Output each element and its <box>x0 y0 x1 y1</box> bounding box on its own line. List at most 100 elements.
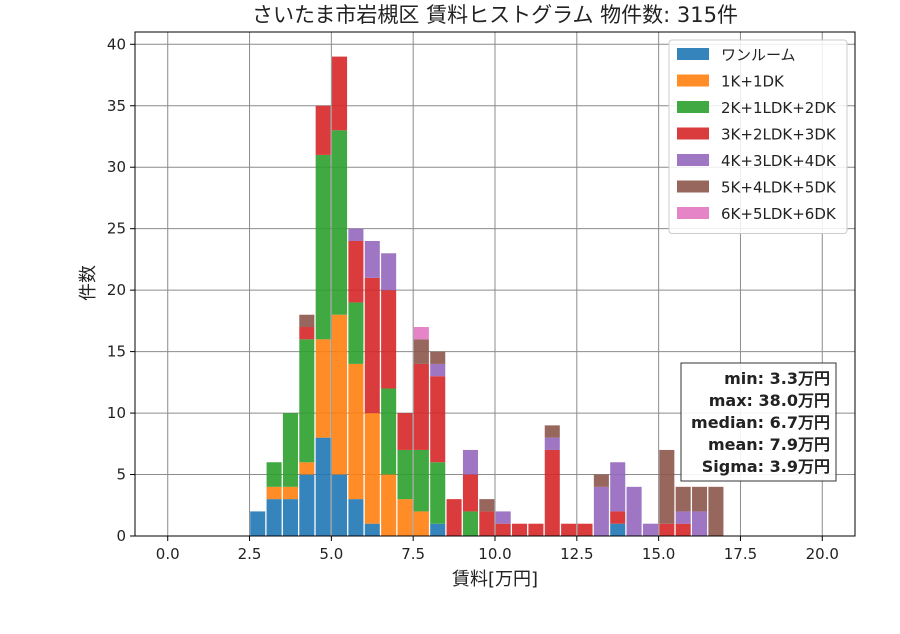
histogram-bar <box>577 523 593 536</box>
histogram-bar <box>413 339 429 364</box>
legend-label: ワンルーム <box>721 46 796 64</box>
histogram-bar <box>479 499 495 512</box>
histogram-bar <box>479 511 495 536</box>
histogram-bar <box>675 486 691 512</box>
histogram-bar <box>315 154 331 340</box>
y-tick-label: 25 <box>107 220 126 238</box>
histogram-bar <box>266 486 282 500</box>
histogram-bar <box>462 449 478 475</box>
legend-swatch <box>677 74 709 87</box>
histogram-bar <box>675 523 691 536</box>
histogram-bar <box>299 462 315 475</box>
stats-line: mean: 7.9万円 <box>708 435 830 454</box>
histogram-bar <box>282 499 298 536</box>
histogram-bar <box>675 511 691 524</box>
y-axis-label: 件数 <box>78 265 99 301</box>
histogram-bar <box>512 523 528 536</box>
x-tick-label: 15.0 <box>642 545 675 563</box>
y-tick-label: 5 <box>116 466 126 484</box>
histogram-bar <box>610 523 626 536</box>
legend-label: 4K+3LDK+4DK <box>721 152 837 170</box>
chart-title: さいたま市岩槻区 賃料ヒストグラム 物件数: 315件 <box>252 3 738 27</box>
y-tick-label: 30 <box>107 158 126 176</box>
legend-label: 6K+5LDK+6DK <box>721 205 837 223</box>
y-tick-label: 0 <box>116 527 126 545</box>
histogram-bar <box>381 290 397 389</box>
histogram-bar <box>593 474 609 487</box>
x-tick-label: 17.5 <box>724 545 757 563</box>
histogram-bar <box>495 523 511 536</box>
histogram-bar <box>659 449 675 524</box>
x-tick-label: 20.0 <box>806 545 839 563</box>
histogram-bar <box>610 511 626 524</box>
histogram-bar <box>430 376 446 463</box>
x-tick-label: 7.5 <box>401 545 425 563</box>
histogram-bar <box>446 499 462 536</box>
stats-line: min: 3.3万円 <box>724 369 830 388</box>
x-axis-label: 賃料[万円] <box>452 569 538 590</box>
stats-box: min: 3.3万円 max: 38.0万円 median: 6.7万円 mean: … <box>680 362 837 482</box>
histogram-bar <box>544 425 560 438</box>
histogram-bar <box>642 523 658 536</box>
histogram-bar <box>462 511 478 536</box>
histogram-bar <box>692 486 708 512</box>
histogram-bar <box>626 486 642 536</box>
histogram-bar <box>282 486 298 500</box>
histogram-bar <box>544 437 560 450</box>
legend-swatch <box>677 207 709 219</box>
histogram-bar <box>332 130 348 315</box>
histogram-bar <box>348 302 364 364</box>
histogram-bar <box>413 327 429 340</box>
legend-box <box>668 39 848 234</box>
x-tick-label: 10.0 <box>478 545 511 563</box>
legend-label: 2K+1LDK+2DK <box>721 99 837 117</box>
histogram-bar <box>348 363 364 500</box>
histogram-bar <box>299 314 315 328</box>
histogram-bar <box>348 228 364 241</box>
stats-line: max: 38.0万円 <box>709 391 830 410</box>
histogram-bar <box>659 523 675 536</box>
histogram-bar <box>692 511 708 536</box>
histogram-bar <box>348 499 364 536</box>
histogram-bar <box>430 462 446 524</box>
histogram-bar <box>315 105 331 155</box>
legend-label: 3K+2LDK+3DK <box>721 126 837 144</box>
ticks: 0.0 2.5 5.0 7.5 10.0 12.5 15.0 17.5 20.0 0 5 10 15 20… <box>107 35 839 563</box>
histogram-bar <box>413 449 429 512</box>
legend-swatch <box>677 48 709 60</box>
histogram-bar <box>430 351 446 364</box>
histogram-bar <box>332 56 348 131</box>
histogram-bar <box>397 449 413 500</box>
y-tick-label: 15 <box>107 343 126 361</box>
histogram-bar <box>332 474 348 536</box>
stats-line: median: 6.7万円 <box>691 413 830 432</box>
y-tick-label: 40 <box>107 35 126 53</box>
x-tick-label: 2.5 <box>238 545 262 563</box>
legend-label: 1K+1DK <box>721 73 785 91</box>
legend-swatch <box>677 154 709 166</box>
histogram-bar <box>528 523 544 536</box>
x-tick-label: 0.0 <box>156 545 180 563</box>
legend-swatch <box>677 101 709 113</box>
legend-label: 5K+4LDK+5DK <box>721 179 837 197</box>
histogram-bar <box>282 413 298 487</box>
y-tick-label: 20 <box>107 281 126 299</box>
histogram-bar <box>332 314 348 475</box>
histogram-bar <box>364 277 380 414</box>
histogram-bar <box>430 523 446 536</box>
histogram-bar <box>708 486 724 536</box>
histogram-bar <box>315 437 331 536</box>
histogram-bar <box>364 523 380 536</box>
histogram-bar <box>561 523 577 536</box>
histogram-bar <box>413 363 429 450</box>
stats-line: Sigma: 3.9万円 <box>702 457 830 476</box>
histogram-bar <box>462 474 478 512</box>
legend-swatch <box>677 180 709 193</box>
y-tick-label: 10 <box>107 404 126 422</box>
x-tick-label: 5.0 <box>319 545 343 563</box>
histogram-bar <box>299 327 315 340</box>
histogram-bar <box>266 499 282 536</box>
histogram-bar <box>430 363 446 377</box>
histogram-bar <box>397 499 413 536</box>
